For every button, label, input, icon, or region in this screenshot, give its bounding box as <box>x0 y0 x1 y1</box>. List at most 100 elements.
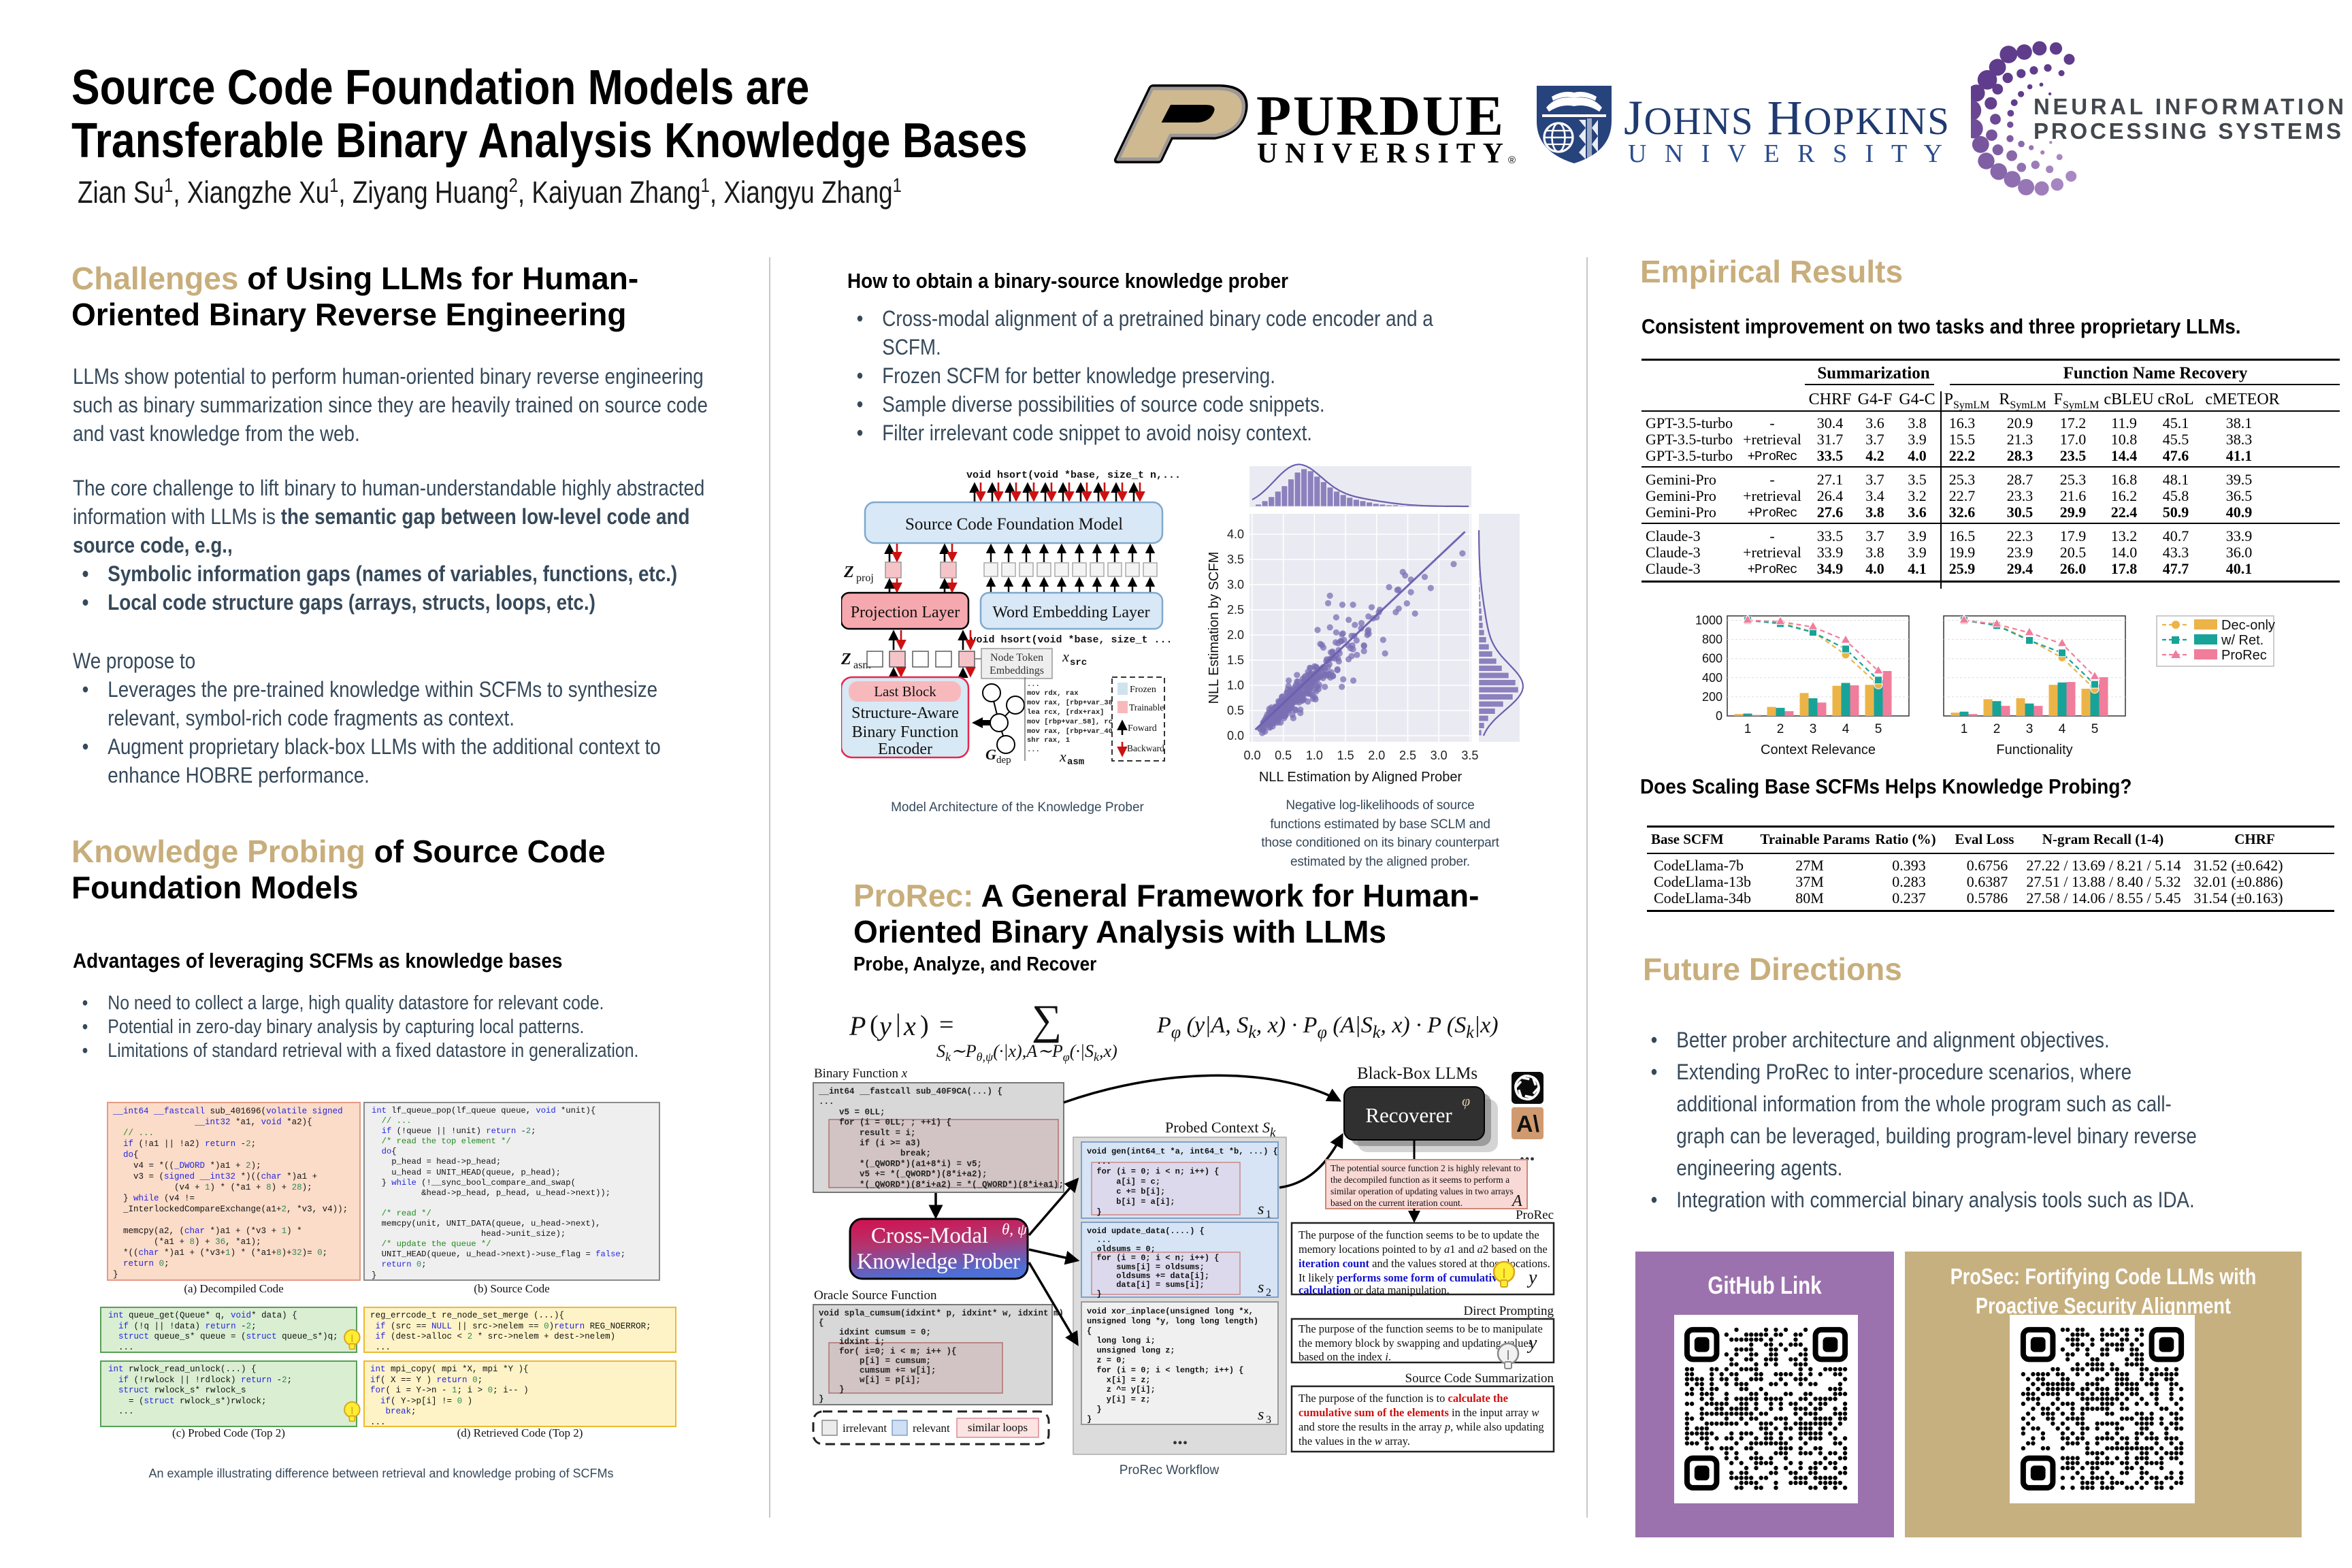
svg-text:c += b[i];: c += b[i]; <box>1087 1187 1165 1196</box>
svg-text:1: 1 <box>1744 722 1752 736</box>
svg-text:y: y <box>1526 1267 1537 1288</box>
svg-text:v5 += *(_QWORD*)(8*i+a2);: v5 += *(_QWORD*)(8*i+a2); <box>819 1170 987 1179</box>
svg-text:400: 400 <box>1702 671 1722 685</box>
svg-text:1.0: 1.0 <box>1227 679 1244 692</box>
svg-text:0.5: 0.5 <box>1275 749 1292 762</box>
svg-text:{: { <box>1087 1326 1092 1336</box>
svg-text:ProRec: ProRec <box>1516 1208 1554 1222</box>
svg-text:5: 5 <box>2091 722 2099 736</box>
svg-text:for (i = 0LL; ; ++i) {: for (i = 0LL; ; ++i) { <box>819 1118 951 1128</box>
svg-text:iteration count and the values: iteration count and the values stored at… <box>1298 1257 1550 1270</box>
svg-text:The purpose of the function is: The purpose of the function is to calcul… <box>1298 1392 1508 1405</box>
svg-text:PROCESSING SYSTEMS: PROCESSING SYSTEMS <box>2034 118 2341 144</box>
svg-text:3.0: 3.0 <box>1431 749 1448 762</box>
svg-text:result = i;: result = i; <box>819 1128 916 1138</box>
svg-text:shr rax, 1: shr rax, 1 <box>1027 736 1070 745</box>
svg-text:Context Relevance: Context Relevance <box>1761 742 1876 757</box>
svg-text:x[i] = z;: x[i] = z; <box>1087 1375 1151 1385</box>
svg-text:A: A <box>1511 1192 1522 1210</box>
svg-text:the memory block by swapping a: the memory block by swapping and updatin… <box>1298 1337 1533 1350</box>
svg-text:Oracle Source Function: Oracle Source Function <box>814 1288 937 1303</box>
svg-text:1.5: 1.5 <box>1337 749 1354 762</box>
svg-text:similar loops: similar loops <box>968 1421 1028 1434</box>
svg-text:asm: asm <box>1067 757 1084 768</box>
svg-text:}: } <box>819 1394 824 1404</box>
svg-text:3.5: 3.5 <box>1461 749 1478 762</box>
svg-text:break;: break; <box>819 1149 931 1158</box>
svg-text:4.0: 4.0 <box>1227 527 1244 541</box>
svg-text:...: ... <box>1173 1426 1188 1449</box>
svg-text:Cross-Modal: Cross-Modal <box>871 1224 988 1248</box>
svg-text:void gen(int64_t *a, int64_t *: void gen(int64_t *a, int64_t *b, ...) { <box>1087 1147 1278 1156</box>
svg-text:Source Code Summarization: Source Code Summarization <box>1405 1371 1554 1386</box>
svg-text:s: s <box>1258 1406 1264 1424</box>
svg-text:s: s <box>1258 1200 1264 1218</box>
svg-text:memory locations pointed to by: memory locations pointed to by a1 and a2… <box>1298 1243 1548 1256</box>
svg-text:z = 0;: z = 0; <box>1087 1356 1126 1365</box>
svg-text:dep: dep <box>996 755 1011 766</box>
svg-text:data[i] = sums[i];: data[i] = sums[i]; <box>1087 1280 1205 1290</box>
svg-text:Binary Function: Binary Function <box>852 723 959 741</box>
svg-text:JOHNS HOPKINS: JOHNS HOPKINS <box>1624 91 1949 145</box>
svg-text:Projection Layer: Projection Layer <box>851 604 960 621</box>
svg-text:Source Code Foundation Model: Source Code Foundation Model <box>905 515 1123 534</box>
svg-text:Trainable: Trainable <box>1129 702 1164 713</box>
svg-text:}: } <box>1087 1207 1102 1217</box>
svg-text:NLL Estimation by SCFM: NLL Estimation by SCFM <box>1207 552 1222 704</box>
svg-text:G: G <box>985 746 996 763</box>
svg-text:y[i] = z;: y[i] = z; <box>1087 1395 1151 1405</box>
svg-text:x: x <box>1062 648 1069 665</box>
svg-text:1000: 1000 <box>1695 614 1722 627</box>
svg-text:3: 3 <box>1810 722 1817 736</box>
svg-text:}: } <box>1087 1289 1102 1298</box>
svg-text:The purpose of the function se: The purpose of the function seems to be … <box>1298 1228 1539 1241</box>
svg-text:for (i = 0; i < n; i++) {: for (i = 0; i < n; i++) { <box>1087 1167 1219 1177</box>
svg-text:Last Block: Last Block <box>874 683 936 700</box>
svg-text:irrelevant: irrelevant <box>843 1422 887 1435</box>
svg-text:z ^= y[i];: z ^= y[i]; <box>1087 1385 1156 1394</box>
svg-text:2: 2 <box>1777 722 1784 736</box>
svg-text:idxint i;: idxint i; <box>819 1337 885 1347</box>
svg-text:}: } <box>1087 1405 1102 1414</box>
svg-text:*(_QWORD*)(a1+8*i) = v5;: *(_QWORD*)(a1+8*i) = v5; <box>819 1159 982 1169</box>
svg-text:void hsort(void *base, size_t: void hsort(void *base, size_t n,... <box>966 470 1181 481</box>
svg-text:if (i >= a3): if (i >= a3) <box>819 1139 921 1148</box>
svg-text:PURDUE: PURDUE <box>1256 84 1503 148</box>
svg-text:for (i = 0; i < n; i++) {: for (i = 0; i < n; i++) { <box>1087 1254 1219 1263</box>
svg-text:*(_QWORD*)(8*i+a2) = *(_QWORD*: *(_QWORD*)(8*i+a2) = *(_QWORD*)(8*i+a1); <box>819 1180 1064 1190</box>
svg-text:1: 1 <box>1961 722 1968 736</box>
svg-text:200: 200 <box>1702 690 1722 704</box>
svg-text:Node Token: Node Token <box>990 652 1043 664</box>
svg-text:Structure-Aware: Structure-Aware <box>851 704 959 722</box>
svg-text:void update_data(....) {: void update_data(....) { <box>1087 1226 1205 1236</box>
svg-text:and store the results in the a: and store the results in the array p, wh… <box>1298 1420 1544 1433</box>
svg-text:θ, ψ: θ, ψ <box>1002 1221 1028 1238</box>
svg-text:v5 = 0LL;: v5 = 0LL; <box>819 1107 885 1117</box>
svg-text:}: } <box>819 1385 845 1394</box>
svg-text:long long i;: long long i; <box>1087 1336 1156 1345</box>
svg-text:unsigned long *y, long long le: unsigned long *y, long long length) <box>1087 1316 1258 1326</box>
svg-text:ProRec: ProRec <box>2221 648 2267 663</box>
svg-text:Backward: Backward <box>1127 743 1164 753</box>
svg-text:Black-Box LLMs: Black-Box LLMs <box>1357 1064 1477 1083</box>
svg-text:b[i] = a[i];: b[i] = a[i]; <box>1087 1197 1175 1207</box>
svg-text:...: ... <box>1087 1157 1111 1166</box>
svg-text:NEURAL INFORMATION: NEURAL INFORMATION <box>2034 94 2344 119</box>
svg-text:1.5: 1.5 <box>1227 653 1244 667</box>
svg-text:the values in the w array.: the values in the w array. <box>1298 1435 1410 1448</box>
svg-text:Foward: Foward <box>1128 723 1157 734</box>
svg-text:y: y <box>1526 1333 1537 1354</box>
svg-text:600: 600 <box>1702 652 1722 666</box>
svg-text:0.0: 0.0 <box>1227 729 1244 742</box>
svg-text:based on the current iteration: based on the current iteration count. <box>1330 1198 1463 1208</box>
svg-text:calculation or data manipulati: calculation or data manipulation. <box>1298 1284 1450 1296</box>
svg-text:800: 800 <box>1702 633 1722 647</box>
svg-text:...: ... <box>1087 1235 1111 1245</box>
svg-text:cumsum += w[i];: cumsum += w[i]; <box>819 1366 936 1375</box>
svg-text:Z: Z <box>841 651 851 668</box>
svg-text:0.5: 0.5 <box>1227 704 1244 717</box>
svg-text:2: 2 <box>1993 722 2001 736</box>
svg-text:Binary Function x: Binary Function x <box>814 1066 908 1081</box>
svg-text:1.0: 1.0 <box>1306 749 1323 762</box>
svg-text:4: 4 <box>1842 722 1850 736</box>
